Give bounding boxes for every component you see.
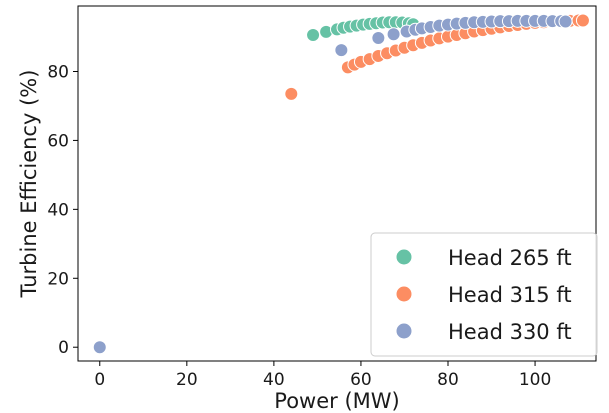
- data-point: [92, 340, 107, 355]
- x-tick-label: 100: [519, 370, 551, 390]
- x-tick-label: 80: [437, 370, 459, 390]
- data-point: [386, 27, 401, 42]
- data-point: [306, 27, 321, 42]
- data-point: [334, 43, 349, 58]
- legend-marker: [395, 285, 413, 303]
- legend-marker: [395, 248, 413, 266]
- x-axis-label: Power (MW): [274, 389, 399, 413]
- data-points: [92, 13, 590, 355]
- y-tick-label: 80: [47, 62, 69, 82]
- legend: Head 265 ft Head 315 ft Head 330 ft: [370, 232, 598, 357]
- y-tick-label: 60: [47, 131, 69, 151]
- data-point: [284, 86, 299, 101]
- y-tick-label: 0: [58, 338, 69, 358]
- x-tick-label: 0: [94, 370, 105, 390]
- series-head-330-ft: [92, 13, 573, 355]
- y-tick-label: 20: [47, 269, 69, 289]
- plot-frame: [77, 5, 597, 362]
- x-tick-label: 60: [350, 370, 372, 390]
- axis-ticks: 0 20 40 60 80 100 0 20 40 60 80: [47, 62, 551, 390]
- y-tick-label: 40: [47, 200, 69, 220]
- y-axis-label: Turbine Efficiency (%): [17, 70, 41, 299]
- legend-label: Head 330 ft: [448, 320, 572, 344]
- legend-label: Head 265 ft: [448, 246, 572, 270]
- x-tick-label: 20: [176, 370, 198, 390]
- legend-label: Head 315 ft: [448, 283, 572, 307]
- data-point: [558, 14, 573, 29]
- data-point: [575, 13, 590, 28]
- x-tick-label: 40: [263, 370, 285, 390]
- data-point: [371, 31, 386, 46]
- legend-box: [370, 232, 598, 357]
- legend-marker: [395, 322, 413, 340]
